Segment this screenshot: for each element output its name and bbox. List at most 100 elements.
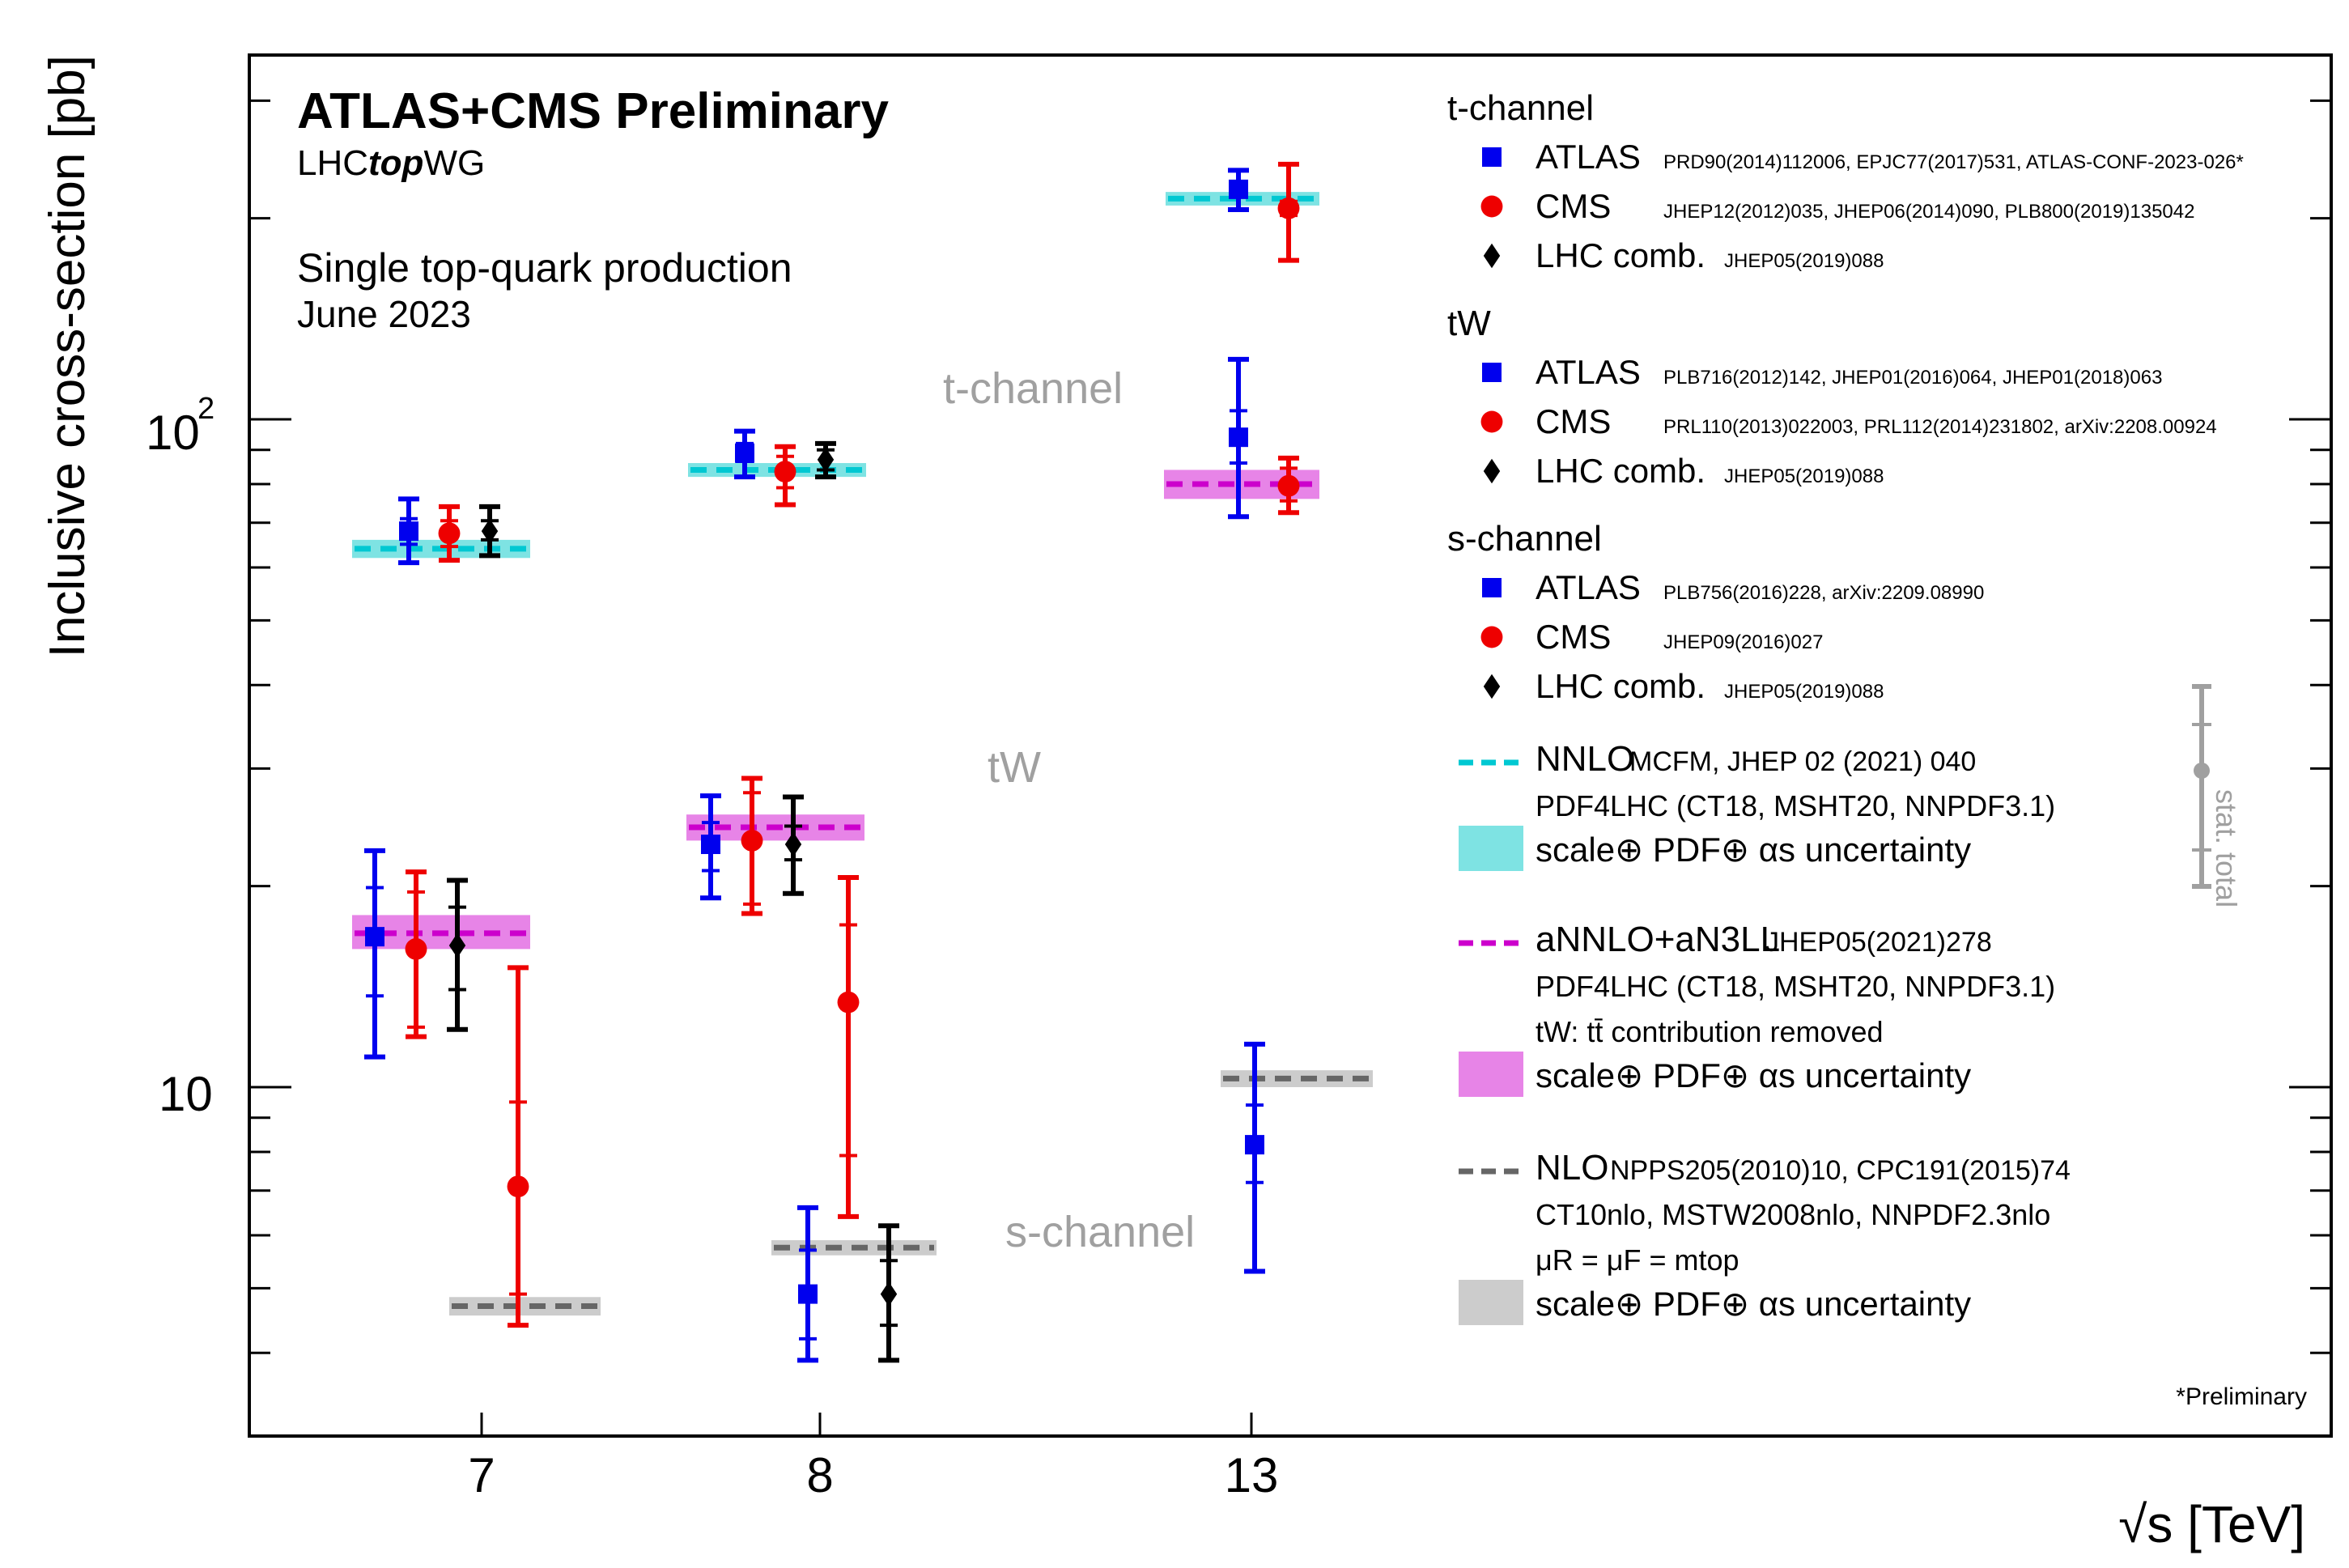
point-tw-7-cms xyxy=(405,869,427,1039)
marker-atlas xyxy=(399,521,418,542)
point-tw-7-lhccomb xyxy=(447,877,468,1032)
legend-marker-lhccomb xyxy=(1483,458,1501,484)
legend-reference: PLB756(2016)228, arXiv:2209.08990 xyxy=(1663,582,1984,604)
chart-date: June 2023 xyxy=(297,293,471,335)
legend-marker-atlas xyxy=(1482,147,1502,167)
theory-layer xyxy=(352,192,1373,1316)
chart-description: Single top-quark production xyxy=(297,245,792,291)
legend-label: LHC comb. xyxy=(1536,667,1705,705)
point-tchannel-8-lhccomb xyxy=(815,440,836,480)
marker-cms xyxy=(774,461,796,483)
marker-atlas xyxy=(1229,179,1248,199)
chart-subtitle: LHCtopWG xyxy=(297,143,485,183)
x-axis-ticks xyxy=(480,1413,1253,1436)
stat-key-marker xyxy=(2194,763,2210,779)
marker-cms xyxy=(1277,197,1300,219)
legend: t-channel ATLAS PRD90(2014)112006, EPJC77(… xyxy=(1447,88,2244,1325)
marker-lhccomb xyxy=(817,447,835,473)
legend-theory-nlo-band-label: scale⊕ PDF⊕ αs uncertainty xyxy=(1536,1285,1971,1323)
y-tick-label-100: 10 2 xyxy=(146,392,215,460)
point-schannel-8-cms xyxy=(837,875,860,1219)
legend-marker-atlas xyxy=(1482,578,1502,597)
point-tw-13-cms xyxy=(1277,455,1300,516)
legend-section-title: tW xyxy=(1447,304,1491,343)
x-tick-label-7: 7 xyxy=(468,1448,495,1502)
marker-lhccomb xyxy=(784,831,802,857)
point-tchannel-8-cms xyxy=(774,444,796,508)
point-tw-13-atlas xyxy=(1228,356,1249,520)
legend-theory-nlo-note: CT10nlo, MSTW2008nlo, NNPDF2.3nlo xyxy=(1536,1198,2050,1231)
process-label-tW: tW xyxy=(988,743,1041,792)
x-axis-title: √s [TeV] xyxy=(2118,1495,2305,1553)
marker-cms xyxy=(741,829,763,852)
legend-label: ATLAS xyxy=(1536,353,1641,391)
point-tchannel-13-atlas xyxy=(1228,168,1249,213)
point-tw-7-atlas xyxy=(364,848,385,1060)
legend-reference: JHEP05(2019)088 xyxy=(1724,465,1884,487)
marker-atlas xyxy=(1229,427,1248,448)
point-tchannel-7-cms xyxy=(438,504,461,563)
marker-lhccomb xyxy=(481,518,499,544)
legend-marker-lhccomb xyxy=(1483,674,1501,699)
legend-label: CMS xyxy=(1536,187,1611,225)
marker-atlas xyxy=(798,1284,818,1304)
legend-marker-cms xyxy=(1480,626,1503,648)
marker-cms xyxy=(405,937,427,960)
marker-atlas xyxy=(365,927,384,947)
legend-marker-lhccomb xyxy=(1483,243,1501,269)
point-schannel-8-atlas xyxy=(797,1205,818,1363)
marker-lhccomb xyxy=(880,1281,898,1307)
legend-reference: PRD90(2014)112006, EPJC77(2017)531, ATLA… xyxy=(1663,151,2244,173)
legend-marker-cms xyxy=(1480,195,1503,218)
stat-total-key-label: stat. total xyxy=(2210,789,2243,907)
point-tchannel-13-cms xyxy=(1277,161,1300,263)
legend-label: CMS xyxy=(1536,618,1611,656)
legend-reference: JHEP05(2019)088 xyxy=(1724,250,1884,272)
legend-theory-annloan3ll-band xyxy=(1459,1052,1523,1097)
marker-atlas xyxy=(1245,1135,1264,1155)
x-tick-label-13: 13 xyxy=(1225,1448,1279,1502)
legend-theory-nnlo-band xyxy=(1459,826,1523,871)
legend-reference: JHEP09(2016)027 xyxy=(1663,631,1823,653)
legend-label: ATLAS xyxy=(1536,568,1641,606)
legend-reference: JHEP12(2012)035, JHEP06(2014)090, PLB800… xyxy=(1663,201,2194,223)
legend-theory-annloan3ll-reference: JHEP05(2021)278 xyxy=(1765,927,1992,958)
svg-text:10: 10 xyxy=(146,406,200,460)
legend-section-title: s-channel xyxy=(1447,519,1602,559)
marker-atlas xyxy=(735,443,754,463)
chart-title: ATLAS+CMS Preliminary xyxy=(297,83,890,139)
legend-theory-annloan3ll-note: tW: tt̄ contribution removed xyxy=(1536,1015,1884,1048)
legend-section-title: t-channel xyxy=(1447,88,1594,128)
process-label-t-channel: t-channel xyxy=(943,364,1123,413)
legend-theory-annloan3ll-band-label: scale⊕ PDF⊕ αs uncertainty xyxy=(1536,1056,1971,1094)
point-tchannel-8-atlas xyxy=(734,428,755,480)
legend-theory-nnlo-reference: MCFM, JHEP 02 (2021) 040 xyxy=(1629,746,1976,777)
legend-reference: PLB716(2012)142, JHEP01(2016)064, JHEP01… xyxy=(1663,367,2162,389)
legend-theory-nnlo-band-label: scale⊕ PDF⊕ αs uncertainty xyxy=(1536,831,1971,869)
legend-theory-nlo-name: NLO xyxy=(1536,1148,1608,1188)
legend-theory-nnlo-name: NNLO xyxy=(1536,739,1634,779)
legend-label: CMS xyxy=(1536,402,1611,440)
point-tchannel-7-atlas xyxy=(398,496,419,566)
theory-band-schannel-7 xyxy=(449,1297,601,1316)
marker-cms xyxy=(1277,474,1300,497)
point-tchannel-7-lhccomb xyxy=(479,504,500,559)
point-tw-8-lhccomb xyxy=(783,794,804,896)
legend-theory-nlo-note: μR = μF = mtop xyxy=(1536,1243,1739,1277)
legend-marker-atlas xyxy=(1482,363,1502,382)
legend-label: LHC comb. xyxy=(1536,452,1705,490)
legend-label: LHC comb. xyxy=(1536,236,1705,274)
footnote: *Preliminary xyxy=(2176,1383,2307,1410)
legend-theory-nlo-band xyxy=(1459,1280,1523,1325)
marker-cms xyxy=(837,991,860,1013)
point-schannel-8-lhccomb xyxy=(878,1223,899,1363)
svg-text:2: 2 xyxy=(198,392,215,426)
y-axis-title: Inclusive cross-section [pb] xyxy=(40,55,96,657)
marker-atlas xyxy=(701,835,720,855)
plot-frame xyxy=(248,53,2333,1438)
legend-theory-annloan3ll-name: aNNLO+aN3LL xyxy=(1536,920,1780,959)
legend-theory-nlo-reference: NPPS205(2010)10, CPC191(2015)74 xyxy=(1610,1155,2071,1186)
process-label-s-channel: s-channel xyxy=(1005,1208,1195,1256)
point-schannel-13-atlas xyxy=(1244,1041,1265,1274)
